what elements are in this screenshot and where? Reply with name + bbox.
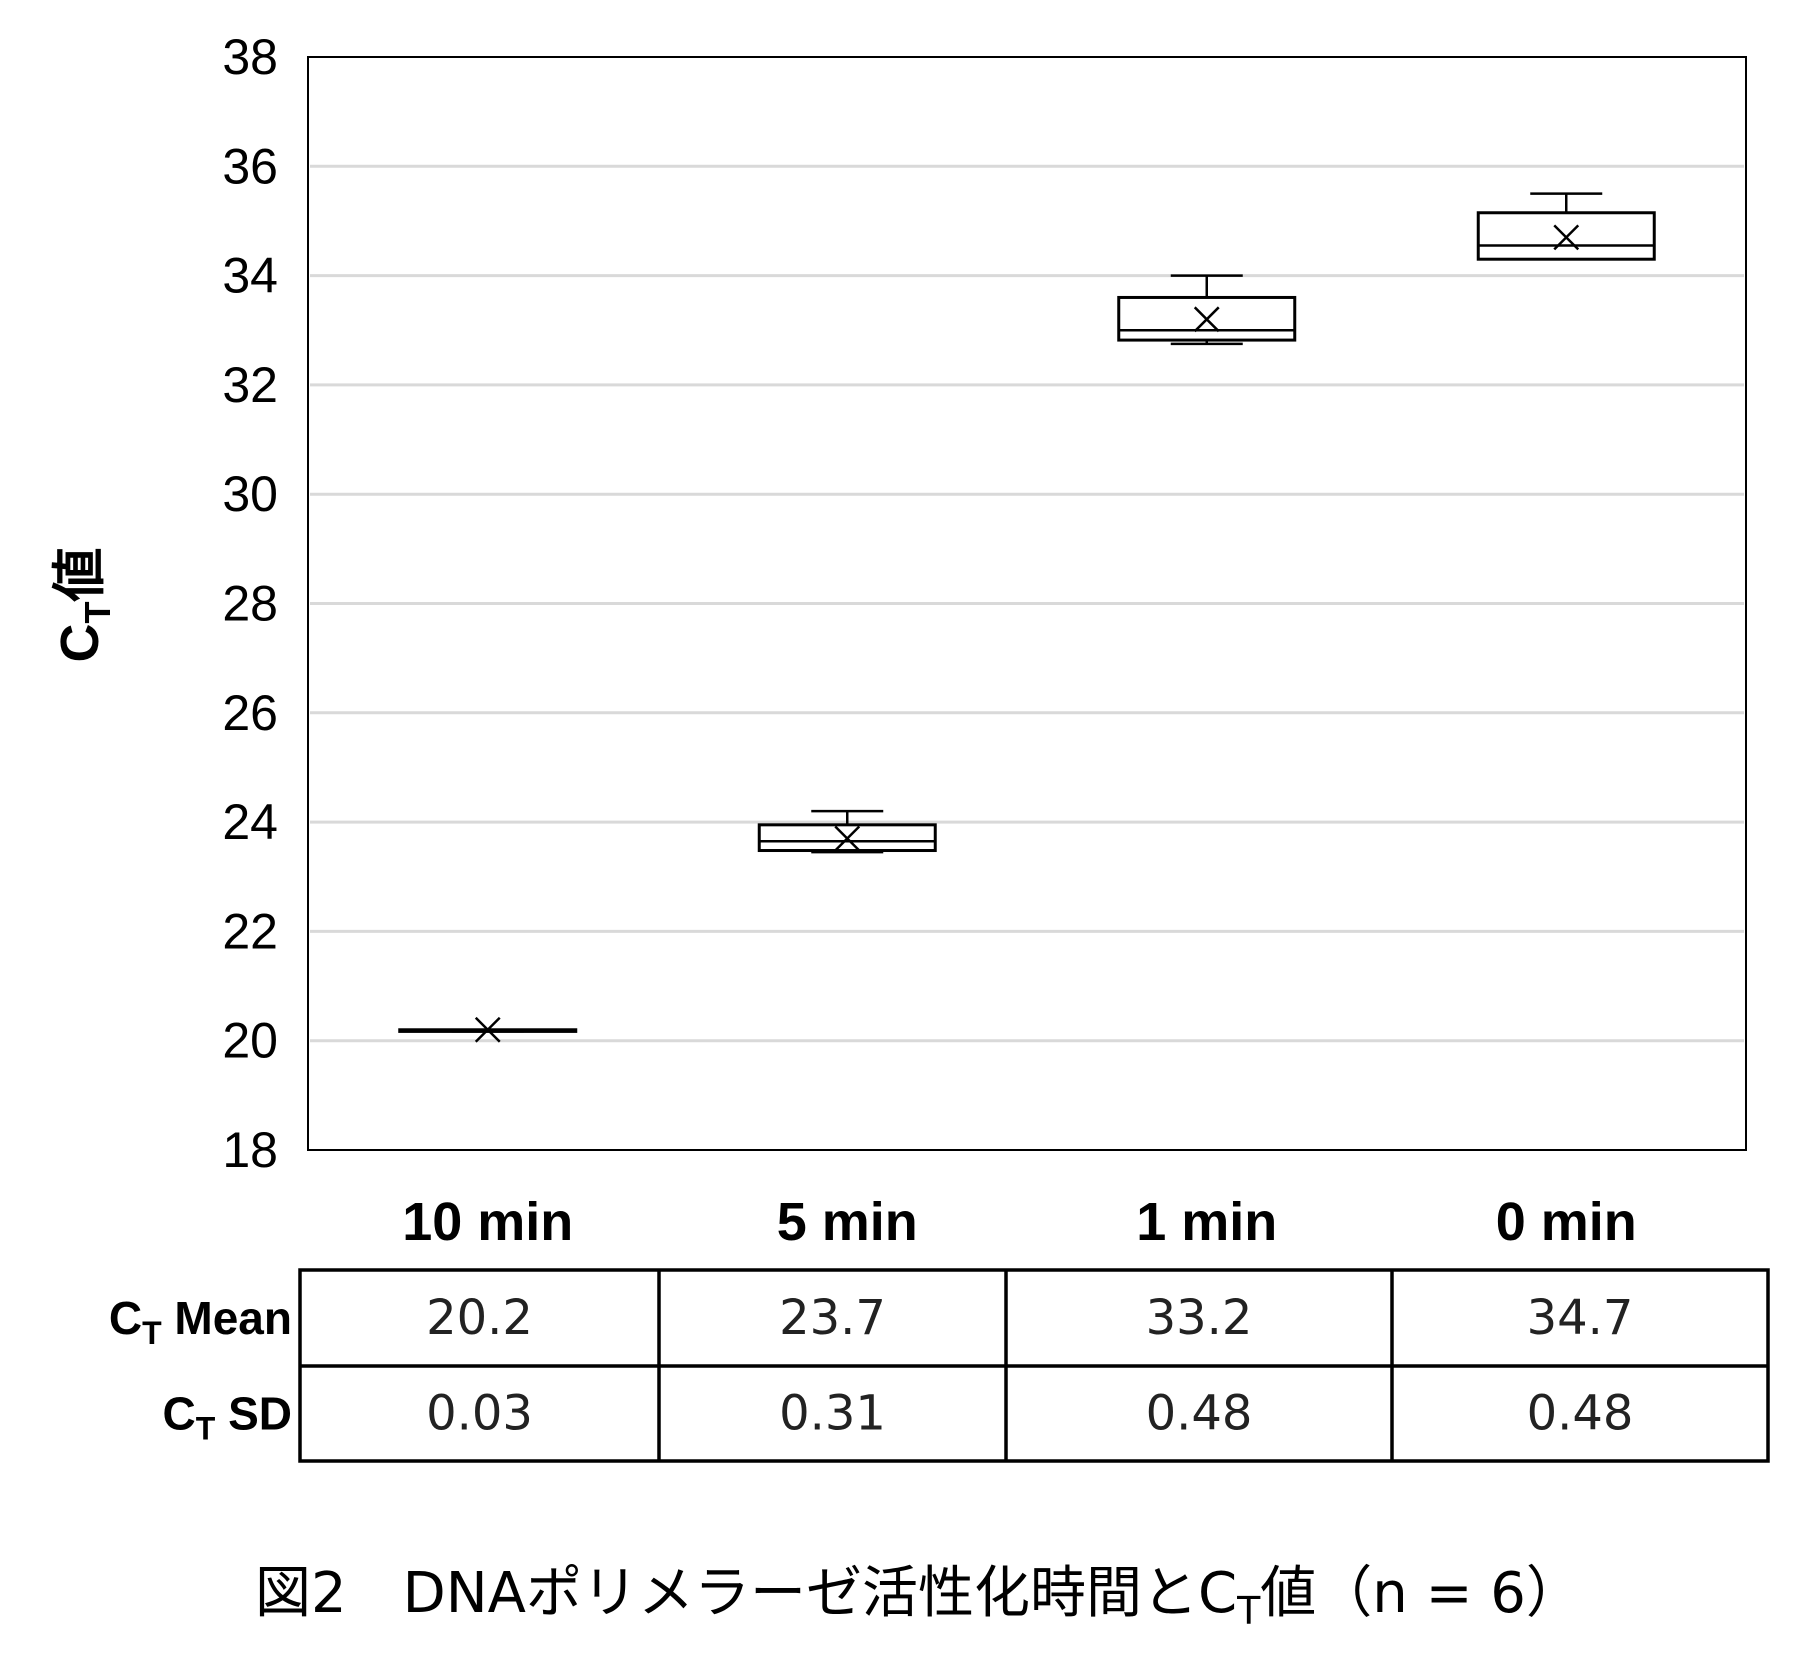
table-cell: 23.7 xyxy=(779,1290,886,1346)
y-tick-label: 32 xyxy=(222,357,278,413)
table-cell: 0.48 xyxy=(1527,1386,1634,1442)
x-category-label: 5 min xyxy=(777,1192,918,1252)
row-label-base: C xyxy=(109,1292,142,1344)
mean-marker xyxy=(1193,306,1220,333)
box xyxy=(1476,192,1656,261)
x-category-label: 0 min xyxy=(1496,1192,1637,1252)
y-axis-label-suffix: 値 xyxy=(50,548,110,603)
y-tick-label: 30 xyxy=(222,466,278,522)
y-tick-label: 34 xyxy=(222,248,278,304)
table-cell: 33.2 xyxy=(1146,1290,1253,1346)
y-tick-label: 20 xyxy=(222,1013,278,1069)
x-category-label: 1 min xyxy=(1136,1192,1277,1252)
caption-suffix: 値（n = 6） xyxy=(1260,1561,1582,1626)
box-series xyxy=(398,192,1656,1043)
y-tick-label: 24 xyxy=(222,794,278,850)
table-row-label: CT Mean xyxy=(109,1292,292,1351)
table-row-label: CT SD xyxy=(163,1388,292,1447)
row-label-rest: SD xyxy=(215,1388,292,1440)
table-cell: 0.31 xyxy=(779,1386,886,1442)
y-tick-label: 22 xyxy=(222,903,278,959)
box xyxy=(757,809,937,854)
y-axis-label: CT値 xyxy=(50,548,118,663)
table-cell: 20.2 xyxy=(426,1290,533,1346)
x-category-label: 10 min xyxy=(402,1192,573,1252)
y-axis-label-sub: T xyxy=(77,602,118,624)
y-tick-label: 18 xyxy=(222,1122,278,1178)
y-axis-label-base: C xyxy=(50,624,110,663)
row-label-base: C xyxy=(163,1388,196,1440)
mean-marker xyxy=(834,825,861,852)
row-label-sub: T xyxy=(142,1315,162,1351)
row-label-sub: T xyxy=(196,1411,216,1447)
y-tick-label: 36 xyxy=(222,138,278,194)
table-cell: 0.48 xyxy=(1146,1386,1253,1442)
table-cell: 0.03 xyxy=(426,1386,533,1442)
stats-table: CT Mean 20.2 23.7 33.2 34.7CT SD 0.03 0.31 0.48… xyxy=(109,1268,1770,1463)
gridlines xyxy=(310,164,1744,1043)
caption-prefix: 図2 DNAポリメラーゼ活性化時間とC xyxy=(255,1561,1237,1626)
y-tick-label: 28 xyxy=(222,576,278,632)
box xyxy=(398,1016,578,1043)
row-label-rest: Mean xyxy=(162,1292,292,1344)
caption-sub: T xyxy=(1236,1589,1261,1633)
y-tick-labels: 18 20 22 24 26 28 30 32 34 36 38 xyxy=(222,29,278,1178)
table-cell: 34.7 xyxy=(1527,1290,1634,1346)
mean-marker xyxy=(1553,224,1580,251)
figure-caption: 図2 DNAポリメラーゼ活性化時間とCT値（n = 6） xyxy=(255,1561,1582,1633)
mean-marker xyxy=(474,1016,501,1043)
box xyxy=(1117,274,1297,346)
x-category-labels: 10 min 5 min 1 min 0 min xyxy=(402,1192,1637,1252)
y-tick-label: 38 xyxy=(222,29,278,85)
y-tick-label: 26 xyxy=(222,685,278,741)
